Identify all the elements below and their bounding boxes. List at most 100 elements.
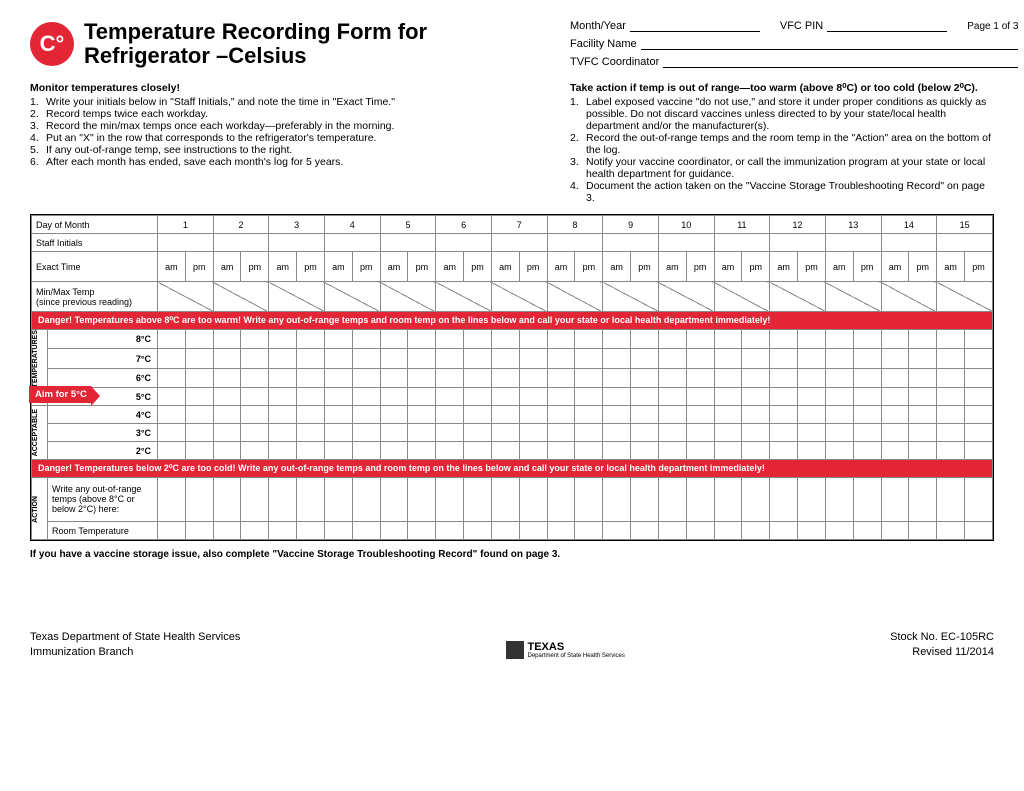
temp-cell[interactable]	[380, 368, 408, 388]
temp-cell[interactable]	[742, 424, 770, 442]
temp-cell[interactable]	[352, 368, 380, 388]
temp-cell[interactable]	[464, 442, 492, 460]
temp-cell[interactable]	[881, 424, 909, 442]
action-cell[interactable]	[324, 478, 352, 522]
temp-cell[interactable]	[714, 406, 742, 424]
temp-cell[interactable]	[519, 442, 547, 460]
temp-cell[interactable]	[798, 388, 826, 406]
temp-cell[interactable]	[937, 424, 965, 442]
action-cell[interactable]	[631, 478, 659, 522]
room-temp-cell[interactable]	[770, 522, 798, 540]
action-cell[interactable]	[658, 478, 686, 522]
temp-cell[interactable]	[770, 349, 798, 368]
temp-cell[interactable]	[714, 368, 742, 388]
action-cell[interactable]	[686, 478, 714, 522]
room-temp-cell[interactable]	[269, 522, 297, 540]
temp-cell[interactable]	[714, 330, 742, 349]
temp-cell[interactable]	[269, 368, 297, 388]
temp-cell[interactable]	[213, 368, 241, 388]
temp-cell[interactable]	[269, 424, 297, 442]
temp-cell[interactable]	[519, 406, 547, 424]
initials-cell[interactable]	[658, 234, 714, 252]
room-temp-cell[interactable]	[352, 522, 380, 540]
temp-cell[interactable]	[658, 368, 686, 388]
room-temp-cell[interactable]	[575, 522, 603, 540]
temp-cell[interactable]	[547, 406, 575, 424]
temp-cell[interactable]	[714, 388, 742, 406]
temp-cell[interactable]	[491, 368, 519, 388]
temp-cell[interactable]	[324, 368, 352, 388]
temp-cell[interactable]	[436, 388, 464, 406]
room-temp-cell[interactable]	[825, 522, 853, 540]
room-temp-cell[interactable]	[881, 522, 909, 540]
temp-cell[interactable]	[853, 368, 881, 388]
temp-cell[interactable]	[603, 349, 631, 368]
temp-cell[interactable]	[658, 424, 686, 442]
minmax-cell[interactable]	[603, 282, 659, 312]
temp-cell[interactable]	[408, 406, 436, 424]
temp-cell[interactable]	[213, 330, 241, 349]
temp-cell[interactable]	[825, 406, 853, 424]
temp-cell[interactable]	[324, 349, 352, 368]
minmax-cell[interactable]	[881, 282, 937, 312]
initials-cell[interactable]	[491, 234, 547, 252]
temp-cell[interactable]	[408, 330, 436, 349]
temp-cell[interactable]	[269, 349, 297, 368]
temp-cell[interactable]	[464, 406, 492, 424]
temp-cell[interactable]	[380, 349, 408, 368]
temp-cell[interactable]	[965, 330, 993, 349]
temp-cell[interactable]	[881, 368, 909, 388]
room-temp-cell[interactable]	[909, 522, 937, 540]
temp-cell[interactable]	[241, 388, 269, 406]
temp-cell[interactable]	[297, 388, 325, 406]
minmax-cell[interactable]	[770, 282, 826, 312]
initials-cell[interactable]	[213, 234, 269, 252]
temp-cell[interactable]	[742, 442, 770, 460]
temp-cell[interactable]	[937, 406, 965, 424]
temp-cell[interactable]	[881, 388, 909, 406]
temp-cell[interactable]	[881, 330, 909, 349]
temp-cell[interactable]	[547, 349, 575, 368]
temp-cell[interactable]	[631, 368, 659, 388]
temp-cell[interactable]	[965, 349, 993, 368]
temp-cell[interactable]	[825, 349, 853, 368]
initials-cell[interactable]	[547, 234, 603, 252]
room-temp-cell[interactable]	[464, 522, 492, 540]
room-temp-cell[interactable]	[491, 522, 519, 540]
temp-cell[interactable]	[742, 406, 770, 424]
temp-cell[interactable]	[798, 442, 826, 460]
temp-cell[interactable]	[352, 330, 380, 349]
temp-cell[interactable]	[519, 349, 547, 368]
temp-cell[interactable]	[742, 368, 770, 388]
action-cell[interactable]	[937, 478, 965, 522]
temp-cell[interactable]	[714, 424, 742, 442]
temp-cell[interactable]	[686, 388, 714, 406]
temp-cell[interactable]	[491, 442, 519, 460]
temp-cell[interactable]	[158, 424, 186, 442]
temp-cell[interactable]	[631, 442, 659, 460]
action-cell[interactable]	[770, 478, 798, 522]
temp-cell[interactable]	[380, 406, 408, 424]
action-cell[interactable]	[575, 478, 603, 522]
temp-cell[interactable]	[158, 442, 186, 460]
temp-cell[interactable]	[241, 368, 269, 388]
temp-cell[interactable]	[547, 330, 575, 349]
temp-cell[interactable]	[185, 424, 213, 442]
temp-cell[interactable]	[770, 388, 798, 406]
temp-cell[interactable]	[853, 424, 881, 442]
room-temp-cell[interactable]	[658, 522, 686, 540]
temp-cell[interactable]	[658, 406, 686, 424]
temp-cell[interactable]	[297, 368, 325, 388]
room-temp-cell[interactable]	[603, 522, 631, 540]
minmax-cell[interactable]	[436, 282, 492, 312]
initials-cell[interactable]	[324, 234, 380, 252]
minmax-cell[interactable]	[158, 282, 214, 312]
temp-cell[interactable]	[547, 424, 575, 442]
temp-cell[interactable]	[491, 424, 519, 442]
room-temp-cell[interactable]	[185, 522, 213, 540]
temp-cell[interactable]	[798, 330, 826, 349]
temp-cell[interactable]	[352, 406, 380, 424]
room-temp-cell[interactable]	[241, 522, 269, 540]
temp-cell[interactable]	[324, 442, 352, 460]
room-temp-cell[interactable]	[324, 522, 352, 540]
